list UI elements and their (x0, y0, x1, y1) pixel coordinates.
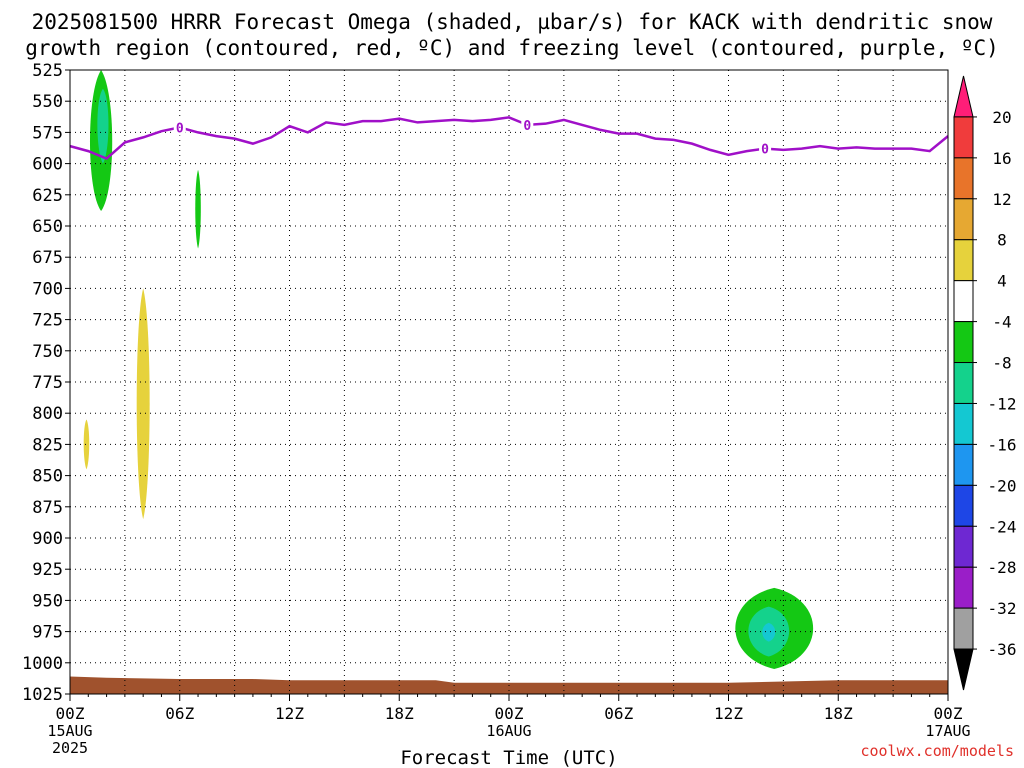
y-tick-label: 575 (32, 123, 63, 143)
y-tick-label: 600 (32, 155, 63, 175)
colorbar-bottom-triangle (953, 648, 974, 691)
x-tick-date: 17AUG (925, 722, 970, 740)
omega-region-yellow-right-edge (913, 460, 943, 595)
colorbar-box (953, 402, 974, 445)
colorbar-box (953, 157, 974, 200)
y-tick-label: 775 (32, 373, 63, 393)
colorbar-box (953, 198, 974, 241)
y-tick-label: 825 (32, 435, 63, 455)
x-tick-date: 16AUG (486, 722, 531, 740)
omega-region-yellow-lower-right-a (806, 440, 844, 601)
y-tick-label: 700 (32, 279, 63, 299)
omega-region-yellow-lower-right-b (834, 556, 898, 663)
omega-region-orange-left (83, 419, 90, 470)
colorbar-label: 12 (992, 190, 1011, 209)
freezing-label-bg (521, 116, 534, 133)
x-tick-label: 18Z (824, 704, 853, 723)
omega-region-cyan-upper-left (97, 88, 109, 164)
colorbar-label: -12 (988, 394, 1017, 413)
omega-region-yellow-10z-low (262, 610, 276, 653)
colorbar-label: -28 (988, 558, 1017, 577)
chart-title-line1: 2025081500 HRRR Forecast Omega (shaded, … (31, 10, 993, 34)
colorbar-label: 20 (992, 108, 1011, 127)
y-tick-label: 1025 (22, 685, 63, 705)
colorbar-label: -8 (992, 354, 1011, 373)
freezing-level-label: 0 (176, 121, 184, 136)
x-tick-label: 12Z (275, 704, 304, 723)
y-axis: 525 550 575 600 625 650 675 700 725 750 775 800 825 8… (22, 61, 70, 705)
colorbar-top-triangle (953, 75, 974, 118)
y-tick-label: 975 (32, 623, 63, 643)
x-tick-label: 00Z (56, 704, 85, 723)
y-tick-label: 850 (32, 467, 63, 487)
chart-title-line2: growth region (contoured, red, ºC) and f… (25, 36, 999, 60)
freezing-label-bg (759, 140, 772, 157)
y-tick-label: 900 (32, 529, 63, 549)
x-tick-label: 06Z (165, 704, 194, 723)
freezing-level-line (69, 116, 949, 161)
y-tick-label: 1000 (22, 654, 63, 674)
colorbar-label: 8 (997, 231, 1007, 250)
x-axis-label: Forecast Time (UTC) (400, 747, 617, 768)
x-tick-year: 2025 (52, 739, 88, 757)
freezing-level-label: 0 (761, 143, 769, 158)
y-tick-label: 800 (32, 404, 63, 424)
colorbar-label: -4 (992, 313, 1011, 332)
freezing-level-label: 0 (523, 119, 531, 134)
colorbar-box (953, 239, 974, 282)
omega-shading (77, 70, 943, 670)
y-tick-label: 675 (32, 248, 63, 268)
omega-region-orange-tall (136, 288, 150, 520)
colorbar-box (953, 566, 974, 609)
y-tick-label: 950 (32, 591, 63, 611)
colorbar-box (953, 280, 974, 323)
x-tick-date: 15AUG (47, 722, 92, 740)
colorbar-label: -24 (988, 517, 1017, 536)
colorbar-box (953, 525, 974, 568)
freezing-label-bg (173, 119, 186, 136)
y-tick-label: 725 (32, 311, 63, 331)
colorbar-box (953, 321, 974, 364)
colorbar-box (953, 116, 974, 159)
colorbar-label: 16 (992, 149, 1011, 168)
omega-region-blue-lower-right (762, 622, 776, 642)
colorbar-label: -20 (988, 476, 1017, 495)
y-tick-label: 550 (32, 92, 63, 112)
colorbar-label: 4 (997, 272, 1007, 291)
colorbar: 20 16 12 8 4 -4 -8 -12 -16 -20 -24 -28 -32 -36 (953, 75, 1017, 691)
x-tick-label: 00Z (934, 704, 963, 723)
omega-region-yellow-small-6z (189, 385, 207, 432)
colorbar-label: -36 (988, 640, 1017, 659)
colorbar-box (953, 443, 974, 486)
colorbar-label: -32 (988, 599, 1017, 618)
y-tick-label: 650 (32, 217, 63, 237)
x-tick-label: 18Z (385, 704, 414, 723)
x-tick-label: 06Z (604, 704, 633, 723)
colorbar-label: -16 (988, 435, 1017, 454)
colorbar-box (953, 607, 974, 650)
y-tick-label: 925 (32, 560, 63, 580)
y-tick-label: 875 (32, 498, 63, 518)
omega-region-yellow-12z (284, 307, 295, 457)
x-tick-label: 00Z (495, 704, 524, 723)
x-tick-label: 12Z (714, 704, 743, 723)
omega-region-yellow-top (251, 70, 263, 104)
colorbar-box (953, 362, 974, 404)
omega-region-green-small (195, 169, 201, 249)
colorbar-box (953, 484, 974, 527)
y-tick-label: 625 (32, 186, 63, 206)
y-tick-label: 525 (32, 61, 63, 81)
watermark: coolwx.com/models (860, 742, 1014, 760)
y-tick-label: 750 (32, 342, 63, 362)
